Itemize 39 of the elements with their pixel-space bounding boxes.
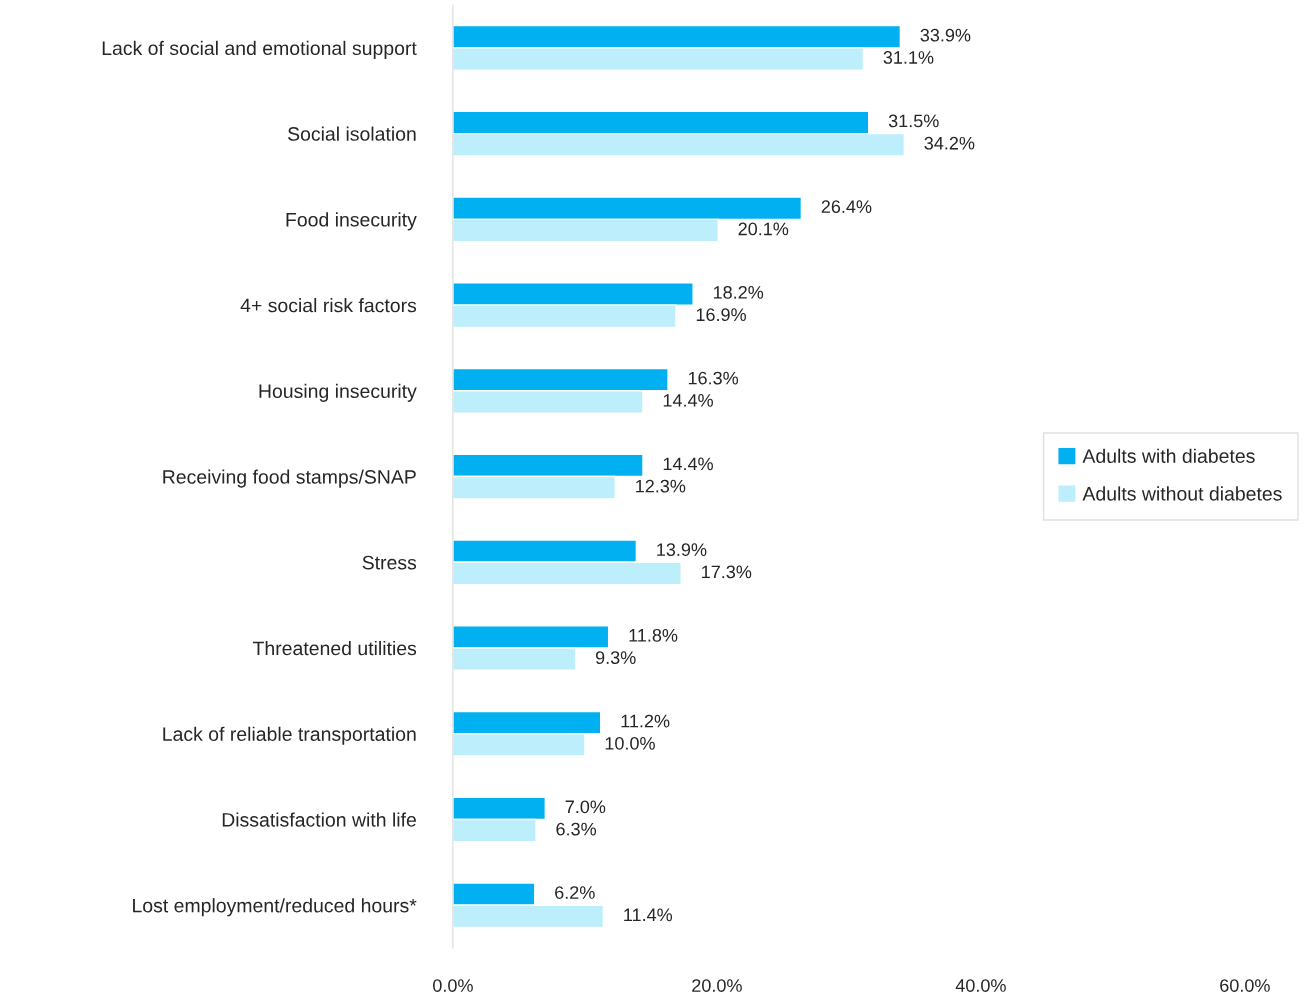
data-label: 18.2% — [713, 285, 764, 299]
data-label: 31.5% — [888, 114, 939, 128]
data-label: 16.9% — [696, 308, 746, 322]
y-tick-label: Lost employment/reduced hours* — [133, 898, 417, 917]
data-label: 16.3% — [688, 371, 739, 385]
legend-label: Adults without diabetes — [1082, 486, 1282, 501]
data-label: 14.4% — [663, 457, 713, 471]
y-tick-label: 4+ social risk factors — [240, 298, 417, 313]
y-tick-label: Receiving food stamps/SNAP — [163, 469, 416, 488]
x-tick-label: 0.0% — [433, 979, 473, 992]
x-tick-label: 60.0% — [1220, 979, 1270, 992]
y-tick-label: Stress — [362, 555, 417, 570]
y-tick-label: Dissatisfaction with life — [222, 812, 416, 827]
data-label: 7.0% — [565, 800, 606, 814]
data-label: 31.1% — [883, 51, 934, 64]
data-label: 20.1% — [738, 222, 789, 236]
data-label: 12.3% — [636, 479, 686, 493]
data-label: 11.4% — [624, 908, 673, 922]
data-label: 11.2% — [621, 714, 670, 728]
legend-label: Adults with diabetes — [1082, 448, 1255, 463]
y-tick-label: Threatened utilities — [252, 640, 417, 656]
data-label: 9.3% — [595, 651, 636, 665]
y-tick-label: Food insecurity — [286, 212, 417, 231]
data-label: 6.2% — [555, 886, 595, 899]
data-label: 33.9% — [920, 28, 971, 42]
y-tick-label: Social isolation — [287, 126, 416, 141]
x-tick-label: 20.0% — [692, 979, 742, 992]
data-label: 10.0% — [605, 736, 655, 750]
data-label: 14.4% — [663, 394, 713, 407]
data-label: 6.3% — [556, 822, 597, 836]
data-label: 34.2% — [924, 136, 975, 150]
data-label: 11.8% — [629, 628, 678, 642]
data-label: 13.9% — [657, 543, 707, 556]
data-label: 17.3% — [702, 565, 752, 579]
y-tick-label: Lack of social and emotional support — [102, 40, 417, 59]
y-tick-label: Lack of reliable transportation — [163, 726, 416, 745]
x-tick-label: 40.0% — [955, 979, 1006, 992]
y-tick-label: Housing insecurity — [259, 383, 417, 402]
data-label: 26.4% — [821, 200, 872, 214]
